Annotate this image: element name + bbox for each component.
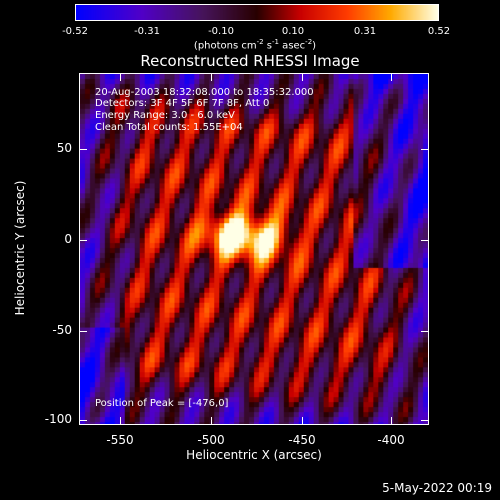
colorbar-tick-label: -0.10 [208,26,234,37]
y-axis-tick [421,149,429,150]
x-tick-label: -550 [106,433,134,447]
y-tick-label: -50 [52,323,72,337]
peak-position-label: Position of Peak = [-476,0] [95,398,229,409]
colorbar-unit-label: (photons cm-2 s-1 asec-2) [193,38,317,52]
x-axis-tick [211,417,212,425]
colorbar-tick-label: -0.52 [62,26,88,37]
x-axis-tick [391,73,392,81]
info-energy-range: Energy Range: 3.0 - 6.0 keV [95,110,235,121]
x-axis-tick [211,73,212,81]
y-tick-label: 50 [56,141,72,155]
info-clean-counts: Clean Total counts: 1.55E+04 [95,122,243,133]
y-tick-label: -100 [44,412,72,426]
rhessi-image-plot [79,73,429,425]
y-axis-tick [421,240,429,241]
image-title: Reconstructed RHESSI Image [140,52,360,70]
x-axis-tick [302,417,303,425]
colorbar [75,4,439,21]
x-axis-label: Heliocentric X (arcsec) [186,448,322,462]
y-axis-label: Heliocentric Y (arcsec) [13,180,27,316]
colorbar-tick-label: 0.31 [353,26,377,37]
colorbar-tick-label: -0.31 [134,26,160,37]
y-axis-tick [79,240,87,241]
x-axis-tick [120,73,121,81]
colorbar-tick-label: 0.10 [281,26,305,37]
y-axis-tick [79,331,87,332]
y-axis-tick [421,331,429,332]
x-tick-label: -500 [197,433,225,447]
y-axis-tick [79,149,87,150]
x-axis-tick [120,417,121,425]
colorbar-tick-label: 0.52 [427,26,451,37]
x-tick-label: -450 [288,433,316,447]
info-detectors: Detectors: 3F 4F 5F 6F 7F 8F, Att 0 [95,98,270,109]
x-tick-label: -400 [377,433,405,447]
plot-timestamp: 5-May-2022 00:19 [382,481,492,495]
y-axis-tick [421,420,429,421]
x-axis-tick [302,73,303,81]
info-time-range: 20-Aug-2003 18:32:08.000 to 18:35:32.000 [95,87,314,98]
y-tick-label: 0 [64,232,72,246]
y-axis-tick [79,420,87,421]
x-axis-tick [391,417,392,425]
